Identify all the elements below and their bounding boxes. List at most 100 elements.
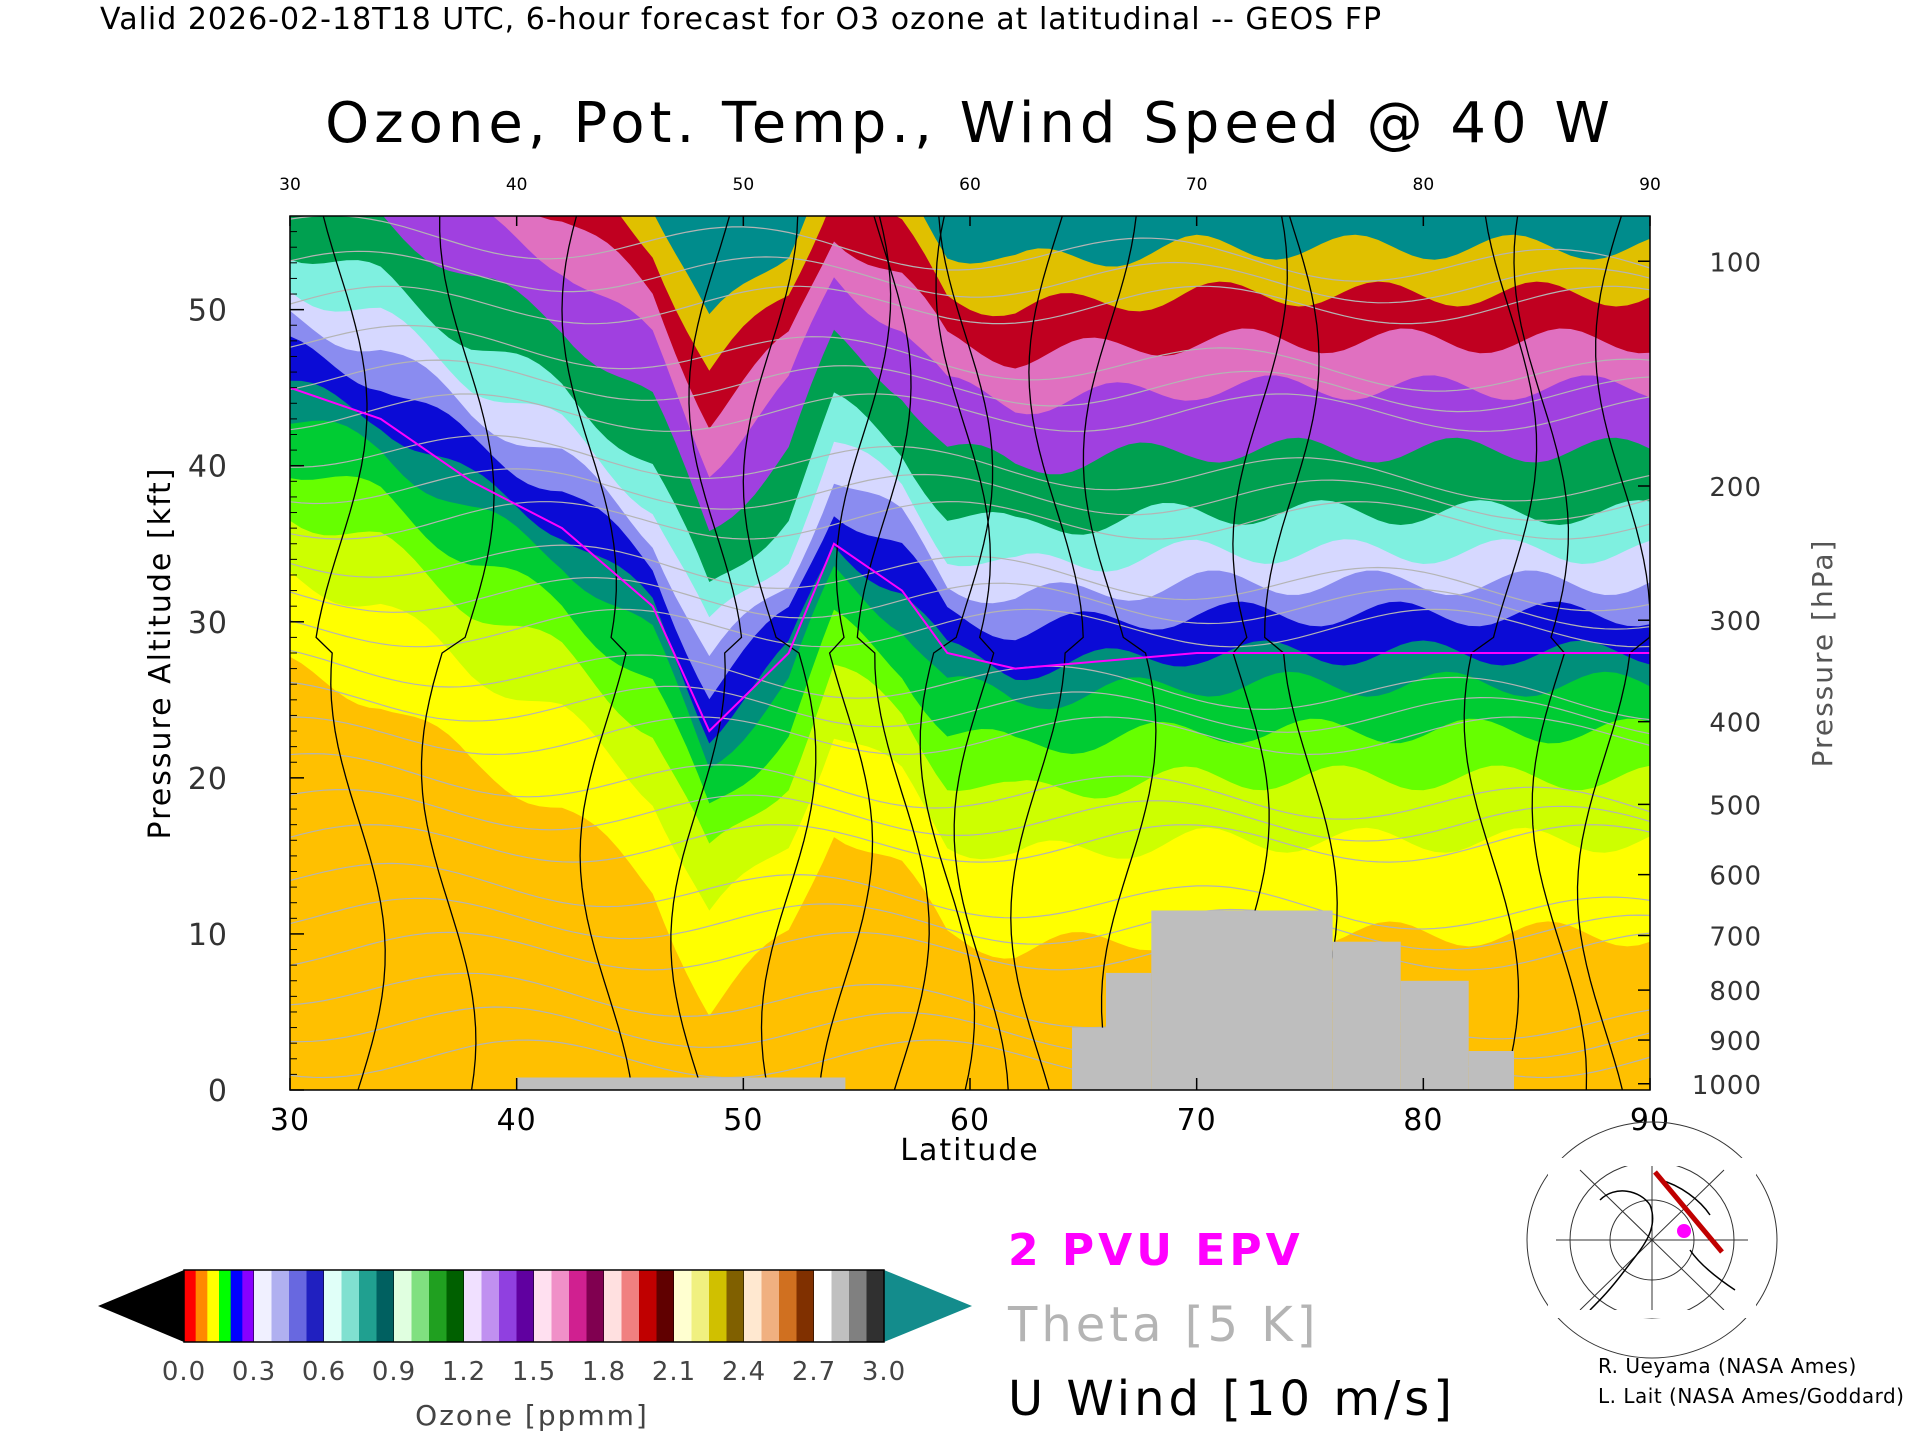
location-marker — [1677, 1224, 1691, 1238]
theta-contour-line — [290, 649, 1650, 721]
colorbar-swatch — [691, 1270, 710, 1342]
wind-contour-line — [1010, 216, 1084, 1090]
pressure-tick-label: 300 — [1709, 607, 1762, 637]
colorbar-swatch — [324, 1270, 342, 1342]
credit-line-1: R. Ueyama (NASA Ames) — [1598, 1354, 1857, 1378]
colorbar-swatch — [289, 1270, 307, 1342]
theta-contours — [290, 216, 1650, 1079]
colorbar-swatch — [849, 1270, 867, 1342]
colorbar-tick-label: 1.5 — [512, 1357, 556, 1387]
colorbar-swatch — [761, 1270, 780, 1342]
epv-legend: 2 PVU EPV — [1008, 1225, 1304, 1276]
colorbar-high-arrow — [884, 1270, 972, 1342]
terrain-block — [1400, 980, 1469, 1090]
colorbar-swatch — [195, 1270, 208, 1342]
colorbar-swatch — [376, 1270, 395, 1342]
colorbar-swatch — [271, 1270, 290, 1342]
wind-contour-line — [1082, 216, 1157, 1090]
x-tick-label: 40 — [497, 1103, 537, 1138]
pressure-tick-label: 700 — [1709, 922, 1762, 952]
theta-contour-line — [290, 468, 1650, 521]
pressure-tick-label: 600 — [1709, 862, 1762, 892]
colorbar-swatch — [230, 1270, 243, 1342]
credit-line-2: L. Lait (NASA Ames/Goddard) — [1598, 1384, 1905, 1408]
colorbar-tick-label: 3.0 — [862, 1357, 906, 1387]
colorbar-swatch — [411, 1270, 430, 1342]
colorbar-swatch — [516, 1270, 535, 1342]
wind-contour-line — [919, 216, 994, 1090]
colorbar-swatch — [621, 1270, 640, 1342]
colorbar-swatch — [656, 1270, 675, 1342]
wind-contour-line — [742, 216, 817, 1090]
header-validity-line: Valid 2026-02-18T18 UTC, 6-hour forecast… — [100, 2, 1383, 37]
colorbar-tick-label: 2.1 — [652, 1357, 696, 1387]
theta-contour-line — [290, 393, 1650, 433]
colorbar-tick-label: 1.8 — [582, 1357, 626, 1387]
colorbar-swatch — [586, 1270, 605, 1342]
x-tick-label: 90 — [1630, 1103, 1670, 1138]
theta-contour-line — [290, 608, 1650, 648]
theta-contour-line — [290, 324, 1650, 392]
colorbar-tick-label: 0.9 — [372, 1357, 416, 1387]
pressure-tick-label: 900 — [1709, 1027, 1762, 1057]
x-tick-label: 60 — [950, 1103, 990, 1138]
theta-contour-line — [290, 359, 1650, 413]
colorbar-swatch — [481, 1270, 500, 1342]
colorbar-swatch — [464, 1270, 482, 1342]
pressure-tick-label: 200 — [1709, 473, 1762, 503]
theta-contour-line — [290, 716, 1650, 756]
colorbar-swatch — [569, 1270, 587, 1342]
colorbar-swatch — [674, 1270, 692, 1342]
wind-contour-line — [315, 216, 386, 1090]
colorbar-swatch — [744, 1270, 762, 1342]
colorbar-swatch — [242, 1270, 255, 1342]
theta-contour-line — [290, 576, 1650, 630]
ozone-band — [654, 216, 1650, 315]
y-tick-label: 30 — [188, 606, 228, 641]
colorbar-swatch — [184, 1270, 197, 1342]
colorbar-swatch — [207, 1270, 220, 1342]
theta-contour-line — [290, 434, 1650, 502]
x-tick-label: 50 — [723, 1103, 763, 1138]
colorbar-tick-label: 1.2 — [442, 1357, 486, 1387]
colorbar-swatch — [394, 1270, 412, 1342]
colorbar-swatch — [604, 1270, 622, 1342]
theta-contour-line — [290, 752, 1650, 820]
colorbar-swatch — [796, 1270, 815, 1342]
terrain-mask — [516, 910, 1514, 1090]
colorbar-swatch — [341, 1270, 360, 1342]
pressure-tick-label: 1000 — [1692, 1071, 1762, 1101]
colorbar-frame — [183, 1269, 885, 1343]
wind-contour-line — [856, 216, 930, 1090]
x-tick-label: 80 — [1403, 1103, 1443, 1138]
colorbar-low-arrow — [98, 1270, 184, 1342]
top-tick-label: 50 — [733, 175, 755, 195]
top-tick-label: 70 — [1186, 175, 1208, 195]
theta-contour-line — [290, 862, 1650, 930]
colorbar-tick-label: 2.7 — [792, 1357, 836, 1387]
colorbar-swatch — [709, 1270, 727, 1342]
colorbar-swatch — [446, 1270, 465, 1342]
ozone-band — [620, 216, 1650, 371]
theta-contour-line — [290, 824, 1650, 863]
colorbar-tick-label: 0.3 — [232, 1357, 276, 1387]
plot-area — [290, 216, 1650, 1090]
pressure-tick-label: 100 — [1709, 248, 1762, 278]
top-tick-label: 60 — [959, 175, 981, 195]
wind-contour-line — [420, 216, 495, 1090]
y-tick-label: 40 — [188, 450, 228, 485]
terrain-block — [516, 1077, 846, 1090]
terrain-block — [1072, 1027, 1106, 1090]
theta-contour-line — [290, 544, 1650, 612]
top-tick-label: 90 — [1639, 175, 1661, 195]
colorbar-swatch — [814, 1270, 832, 1342]
terrain-block — [1106, 972, 1152, 1090]
x-tick-label: 70 — [1177, 1103, 1217, 1138]
colorbar-tick-label: 2.4 — [722, 1357, 766, 1387]
y-tick-label: 50 — [188, 294, 228, 329]
wind-legend: U Wind [10 m/s] — [1008, 1371, 1457, 1427]
wind-contour-line — [818, 216, 892, 1090]
colorbar-swatch — [306, 1270, 325, 1342]
epv-2pvu-line — [290, 386, 1650, 733]
